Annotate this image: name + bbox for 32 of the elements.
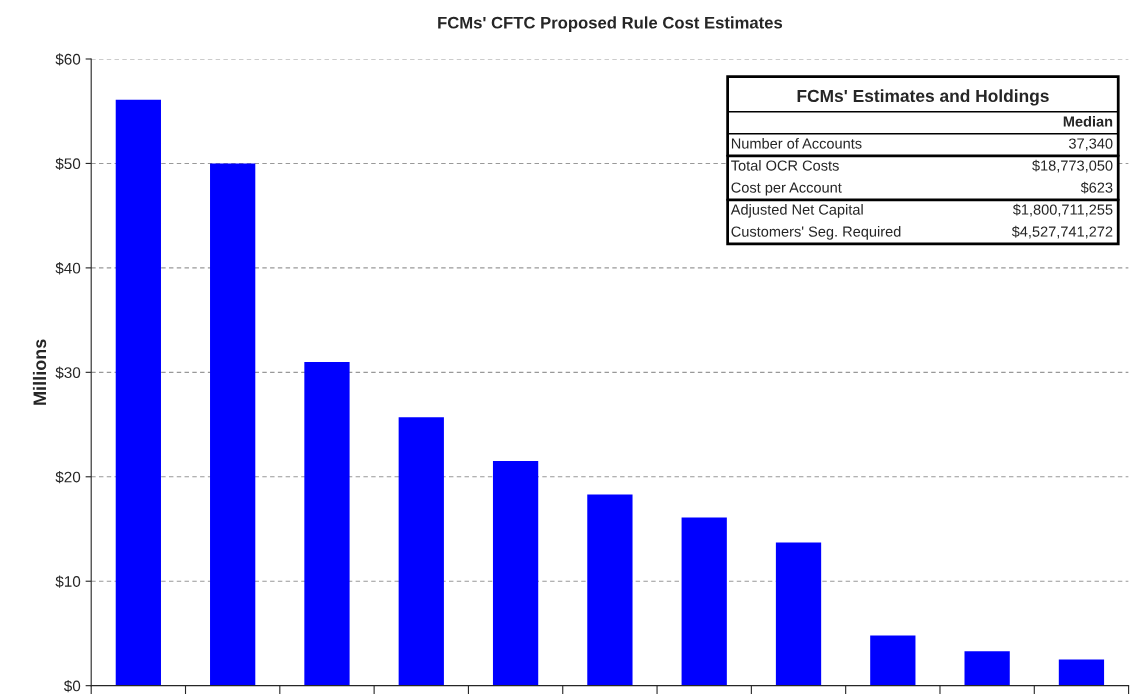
bar bbox=[210, 163, 256, 686]
annotation: $4,527,741,272 bbox=[1011, 225, 1113, 239]
y-axis-title: Millions bbox=[32, 339, 47, 405]
annotation: Median bbox=[1063, 115, 1113, 127]
y-tick-label: $10 bbox=[55, 575, 81, 588]
bar bbox=[870, 635, 916, 686]
y-tick-label: $0 bbox=[63, 679, 81, 693]
y-tick-label: $60 bbox=[55, 53, 81, 66]
chart-title: FCMs' CFTC Proposed Rule Cost Estimates bbox=[438, 16, 783, 32]
y-tick-label: $40 bbox=[55, 262, 81, 275]
annotation: Number of Accounts bbox=[731, 137, 862, 149]
annotation: $623 bbox=[1080, 181, 1113, 194]
bar bbox=[964, 651, 1010, 686]
bar bbox=[681, 517, 727, 686]
bar bbox=[398, 417, 444, 686]
bar bbox=[304, 361, 350, 686]
bar bbox=[587, 494, 633, 686]
bar bbox=[1058, 659, 1105, 686]
y-tick-label: $30 bbox=[55, 366, 81, 379]
annotation: $18,773,050 bbox=[1032, 159, 1113, 173]
bar bbox=[775, 542, 822, 686]
annotation: 37,340 bbox=[1069, 138, 1113, 151]
annotation: FCMs' Estimates and Holdings bbox=[797, 89, 1049, 106]
annotation: Adjusted Net Capital bbox=[730, 204, 863, 218]
y-tick-label: $50 bbox=[55, 157, 81, 171]
annotation: Cost per Account bbox=[731, 182, 842, 196]
y-tick-label: $20 bbox=[55, 471, 81, 484]
annotation: $1,800,711,255 bbox=[1012, 203, 1113, 217]
bar bbox=[115, 99, 161, 686]
bar bbox=[492, 461, 539, 686]
annotation: Total OCR Costs bbox=[731, 160, 839, 171]
annotation: Customers' Seg. Required bbox=[731, 226, 901, 240]
